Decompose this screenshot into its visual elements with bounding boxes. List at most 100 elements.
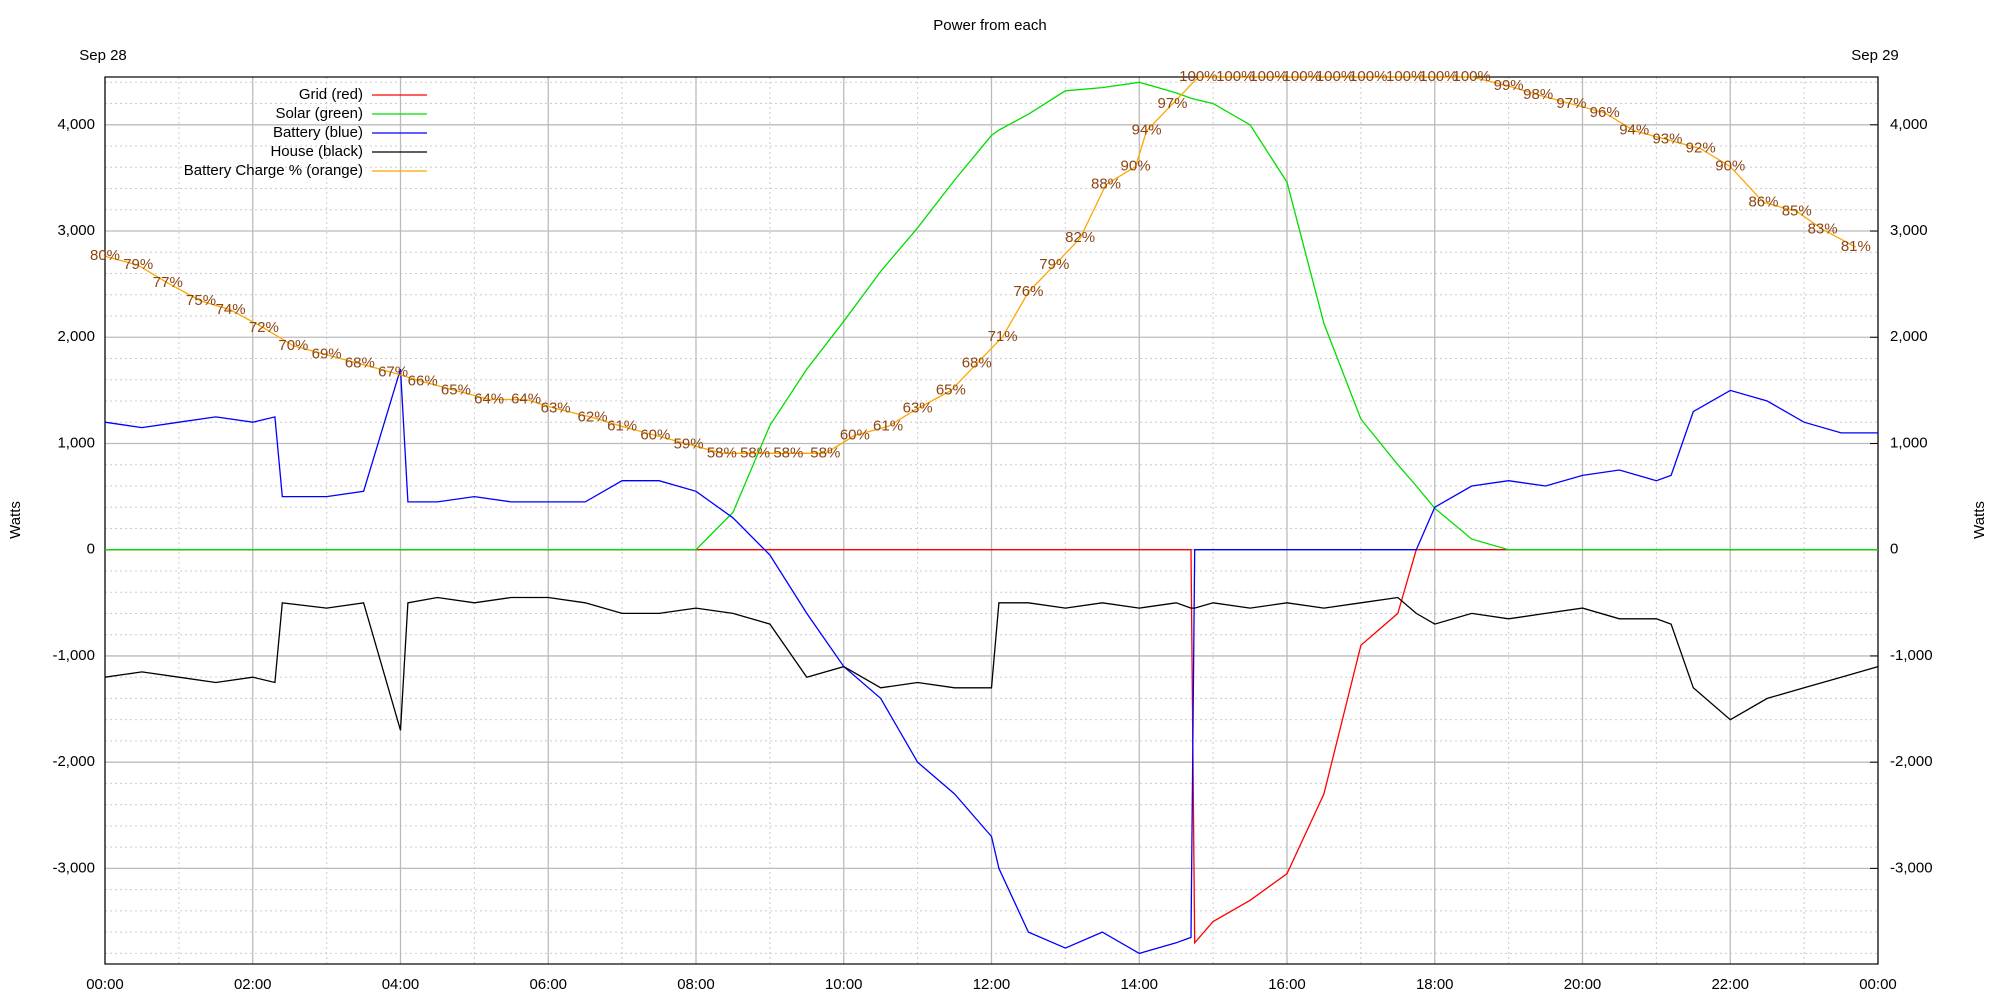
data-label: 68% — [345, 355, 375, 372]
data-label: 70% — [278, 337, 308, 354]
y-tick-label: 0 — [87, 541, 95, 558]
data-label: 58% — [707, 444, 737, 461]
date-right: Sep 29 — [1851, 47, 1899, 64]
data-label: 100% — [1386, 68, 1424, 85]
series-line — [104, 596, 1879, 731]
data-label: 68% — [962, 355, 992, 372]
data-label: 77% — [153, 274, 183, 291]
y2-tick-label: 0 — [1890, 541, 1898, 558]
x-tick-label: 10:00 — [825, 976, 863, 993]
data-label: 94% — [1132, 122, 1162, 139]
data-label: 100% — [1179, 68, 1217, 85]
x-tick-label: 22:00 — [1711, 976, 1749, 993]
data-label: 100% — [1283, 68, 1321, 85]
legend-label: Solar (green) — [275, 105, 363, 122]
legend-label: Grid (red) — [299, 86, 363, 103]
date-left: Sep 28 — [79, 47, 127, 64]
y2-tick-label: -1,000 — [1890, 647, 1933, 664]
data-label: 58% — [773, 444, 803, 461]
data-label: 81% — [1841, 238, 1871, 255]
y2-axis-label: Watts — [1971, 501, 1988, 539]
data-label: 93% — [1652, 131, 1682, 148]
x-tick-label: 06:00 — [529, 976, 567, 993]
data-label: 100% — [1216, 68, 1254, 85]
y-tick-label: -1,000 — [52, 647, 95, 664]
data-label: 67% — [378, 364, 408, 381]
data-label: 60% — [640, 426, 670, 443]
legend-label: Battery Charge % (orange) — [184, 162, 363, 179]
data-label: 58% — [810, 444, 840, 461]
data-label: 94% — [1619, 122, 1649, 139]
data-label: 97% — [1157, 95, 1187, 112]
data-label: 82% — [1065, 229, 1095, 246]
data-label: 97% — [1556, 95, 1586, 112]
x-tick-label: 12:00 — [973, 976, 1011, 993]
data-label: 61% — [607, 417, 637, 434]
y2-tick-label: 2,000 — [1890, 328, 1928, 345]
plot-frame — [104, 76, 1879, 965]
series-line — [104, 368, 1878, 955]
data-label: 100% — [1349, 68, 1387, 85]
x-tick-label: 04:00 — [382, 976, 420, 993]
y2-tick-label: 4,000 — [1890, 116, 1928, 133]
x-tick-label: 20:00 — [1564, 976, 1602, 993]
data-label: 65% — [441, 382, 471, 399]
data-label: 66% — [408, 373, 438, 390]
data-label: 61% — [873, 417, 903, 434]
y-axis-label: Watts — [7, 501, 24, 539]
chart-title: Power from each — [933, 17, 1046, 34]
data-label: 100% — [1316, 68, 1354, 85]
data-label: 100% — [1419, 68, 1457, 85]
data-label: 64% — [511, 391, 541, 408]
y-tick-label: 4,000 — [57, 116, 95, 133]
data-label: 98% — [1523, 86, 1553, 103]
data-label: 79% — [123, 256, 153, 273]
data-label: 90% — [1715, 158, 1745, 175]
x-tick-label: 14:00 — [1120, 976, 1158, 993]
y-tick-label: 1,000 — [57, 434, 95, 451]
data-label: 64% — [474, 391, 504, 408]
y-tick-label: 2,000 — [57, 328, 95, 345]
data-label: 63% — [541, 399, 571, 416]
data-label: 74% — [216, 301, 246, 318]
x-tick-label: 00:00 — [86, 976, 124, 993]
data-label: 69% — [312, 346, 342, 363]
y-tick-label: 3,000 — [57, 222, 95, 239]
y2-tick-label: -2,000 — [1890, 753, 1933, 770]
data-label: 85% — [1782, 202, 1812, 219]
data-label: 59% — [674, 435, 704, 452]
data-label: 60% — [840, 426, 870, 443]
data-label: 72% — [249, 319, 279, 336]
x-tick-label: 02:00 — [234, 976, 272, 993]
x-tick-label: 16:00 — [1268, 976, 1306, 993]
data-label: 96% — [1590, 104, 1620, 121]
data-label: 90% — [1121, 158, 1151, 175]
data-label: 65% — [936, 382, 966, 399]
y2-tick-label: 1,000 — [1890, 434, 1928, 451]
data-label: 63% — [903, 399, 933, 416]
y2-tick-label: 3,000 — [1890, 222, 1928, 239]
data-label: 100% — [1453, 68, 1491, 85]
data-label: 92% — [1686, 140, 1716, 157]
data-label: 86% — [1748, 193, 1778, 210]
y2-tick-label: -3,000 — [1890, 859, 1933, 876]
y-tick-label: -2,000 — [52, 753, 95, 770]
series-line — [104, 76, 1857, 454]
x-tick-label: 18:00 — [1416, 976, 1454, 993]
data-label: 62% — [578, 408, 608, 425]
data-label: 99% — [1494, 77, 1524, 94]
data-label: 75% — [186, 292, 216, 309]
data-label: 100% — [1249, 68, 1287, 85]
data-label: 79% — [1039, 256, 1069, 273]
data-label: 80% — [90, 247, 120, 264]
data-label: 76% — [1013, 283, 1043, 300]
legend-label: Battery (blue) — [273, 124, 363, 141]
x-tick-label: 00:00 — [1859, 976, 1897, 993]
data-label: 58% — [740, 444, 770, 461]
series-line — [105, 81, 1878, 551]
data-label: 83% — [1808, 220, 1838, 237]
data-label: 71% — [988, 328, 1018, 345]
legend-label: House (black) — [270, 143, 363, 160]
